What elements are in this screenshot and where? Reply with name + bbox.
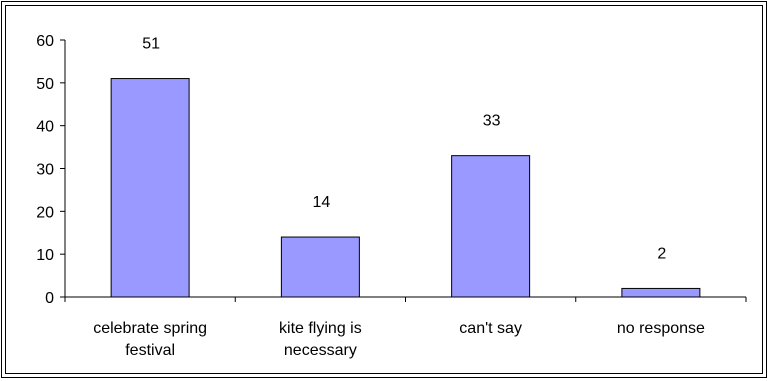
- bar-2: [451, 155, 531, 298]
- category-label-2-0: can't say: [459, 320, 522, 337]
- data-label-1: 14: [312, 194, 330, 211]
- category-label-1-0: kite flying is: [279, 320, 362, 337]
- data-label-2: 33: [483, 113, 501, 130]
- category-label-0-0: celebrate spring: [93, 320, 207, 337]
- bars: [110, 78, 701, 298]
- bar-0: [110, 78, 190, 298]
- category-label-3-0: no response: [617, 320, 705, 337]
- y-tick-label-1: 10: [36, 247, 54, 264]
- category-label-1-1: necessary: [284, 342, 357, 359]
- y-tick-label-2: 20: [36, 204, 54, 221]
- bar-1: [280, 236, 360, 298]
- category-label-0-1: festival: [125, 342, 175, 359]
- data-label-0: 51: [142, 36, 160, 53]
- y-tick-label-0: 0: [45, 290, 54, 307]
- y-tick-label-3: 30: [36, 162, 54, 179]
- labels: 0 10 20 30 40 50 60 51 celebrate spring festival 1…: [36, 33, 705, 359]
- y-tick-label-4: 40: [36, 119, 54, 136]
- y-tick-label-5: 50: [36, 76, 54, 93]
- data-label-3: 2: [657, 245, 666, 262]
- bar-3: [621, 287, 701, 298]
- chart-inner-border: [5, 5, 763, 374]
- y-tick-label-6: 60: [36, 33, 54, 50]
